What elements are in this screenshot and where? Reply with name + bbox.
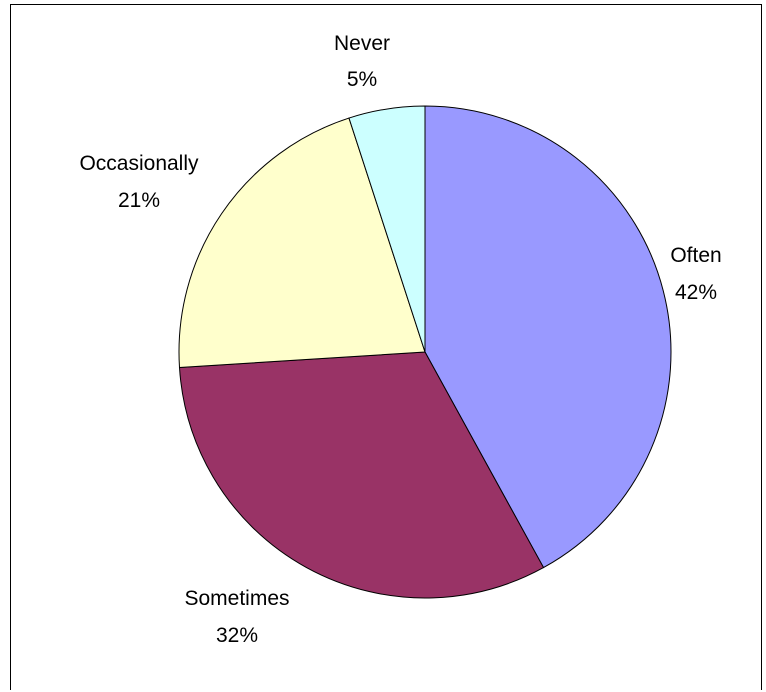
pie-slice-often — [424, 105, 672, 569]
slice-label-never: Never — [334, 32, 390, 55]
pie-slices — [178, 105, 672, 599]
slice-value-often: 42% — [675, 281, 717, 304]
slice-value-occasionally: 21% — [118, 189, 160, 212]
pie-slice-occasionally — [178, 117, 426, 368]
slice-label-sometimes: Sometimes — [184, 587, 289, 610]
pie-slice-sometimes — [178, 351, 545, 599]
pie-labels: Often 42% Sometimes 32% Occasionally 21% Never… — [79, 32, 721, 647]
slice-value-never: 5% — [347, 68, 377, 91]
pie-slice-never — [348, 105, 426, 353]
slice-label-occasionally: Occasionally — [79, 152, 199, 175]
slice-label-often: Often — [670, 244, 721, 267]
slice-value-sometimes: 32% — [216, 624, 258, 647]
